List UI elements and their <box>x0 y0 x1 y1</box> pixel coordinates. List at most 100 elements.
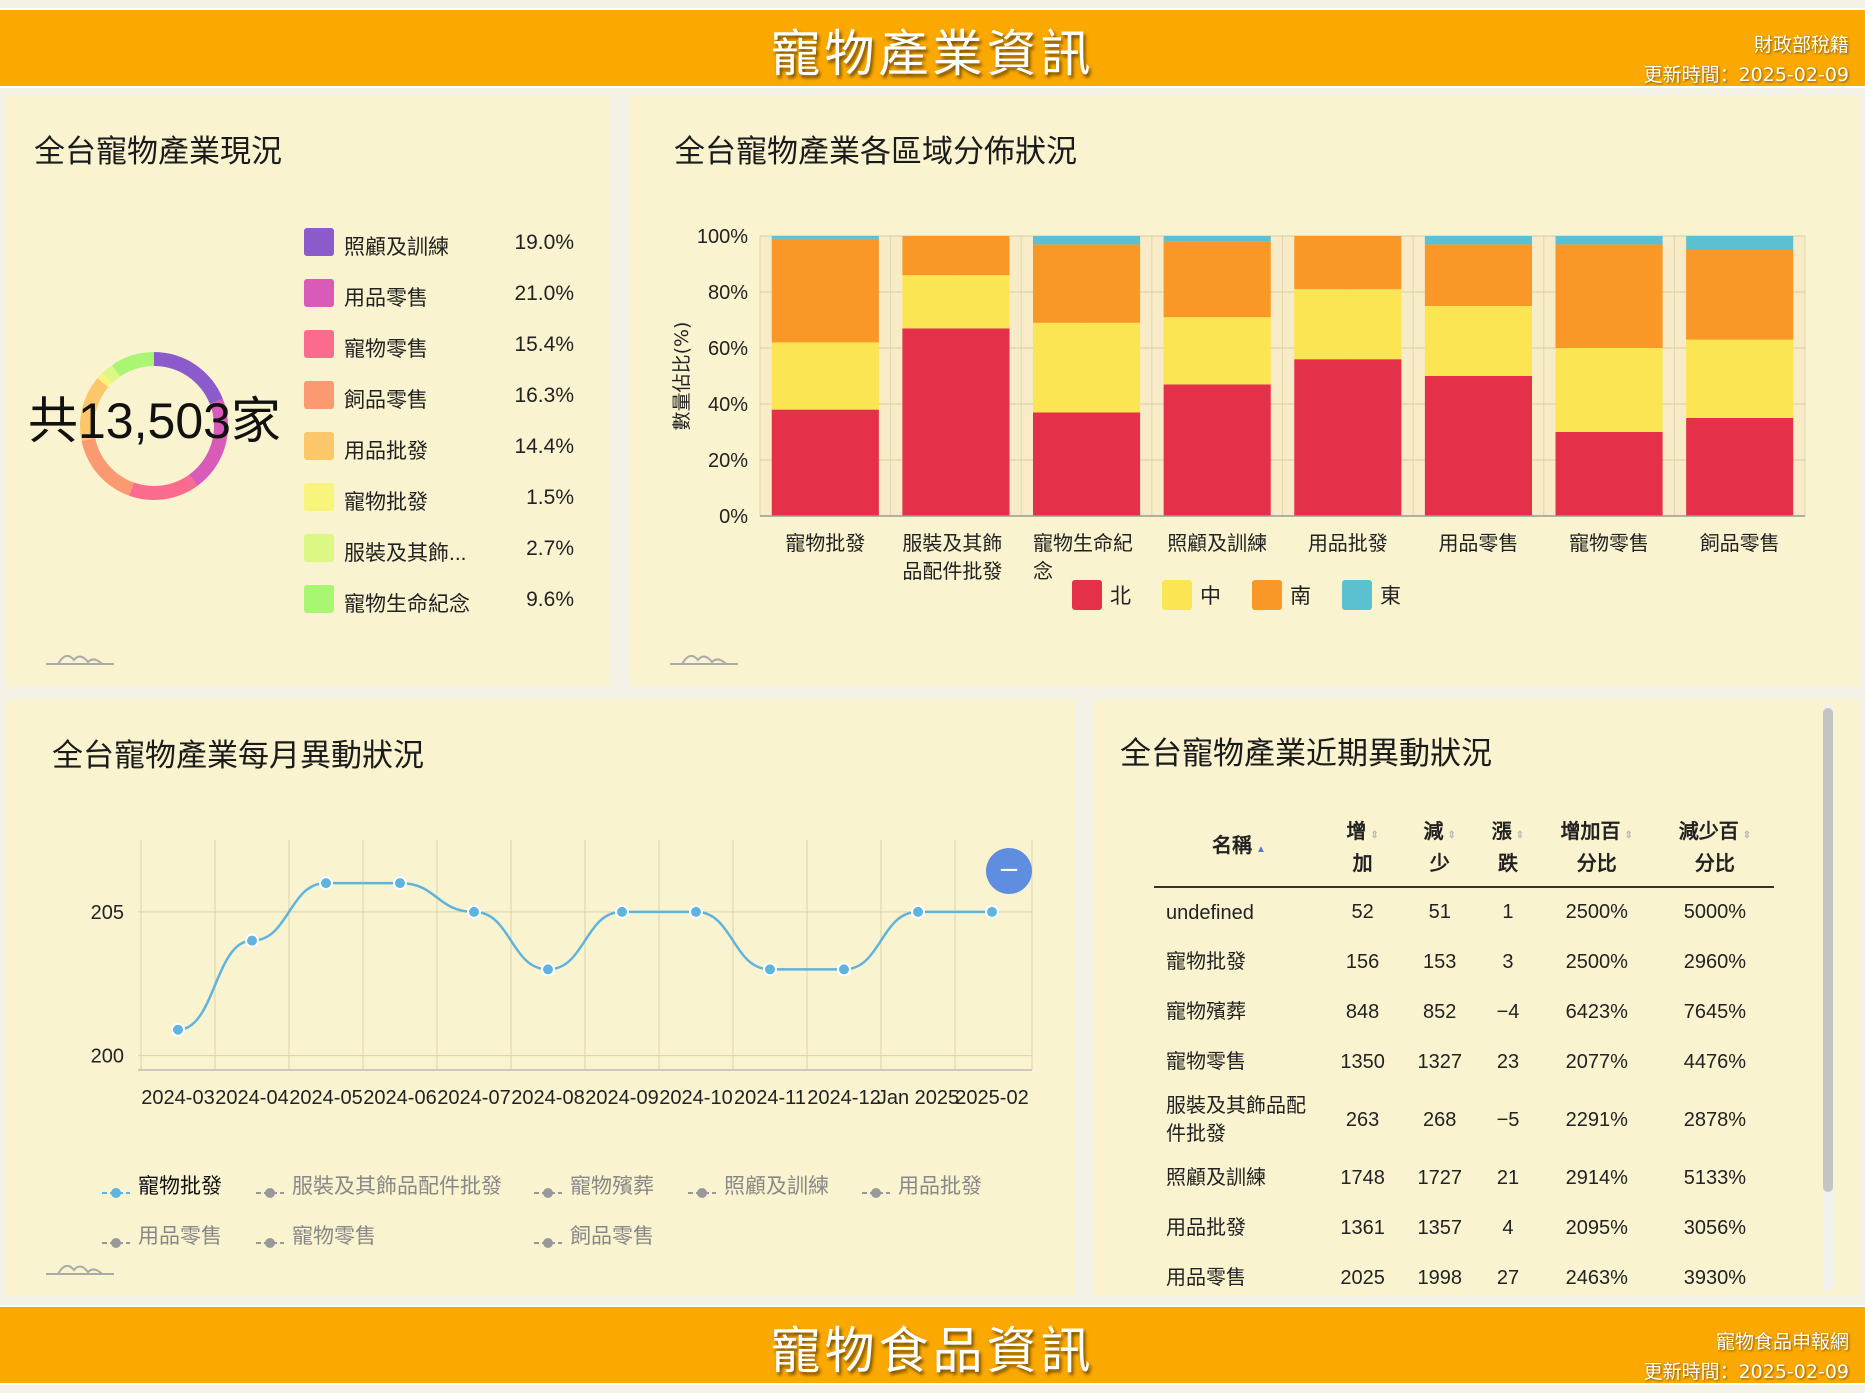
data-point[interactable] <box>837 962 851 977</box>
bar-segment[interactable] <box>902 275 1010 329</box>
y-tick-label: 60% <box>708 338 748 360</box>
bar-segment[interactable] <box>1686 250 1794 340</box>
bar-segment[interactable] <box>1555 244 1663 348</box>
data-point[interactable] <box>911 904 925 919</box>
bar-segment[interactable] <box>1033 412 1141 516</box>
bar-segment[interactable] <box>1555 432 1663 516</box>
data-point[interactable] <box>615 904 629 919</box>
legend-value: 2.7% <box>526 537 574 560</box>
sort-icon: ⇕ <box>1370 830 1379 841</box>
bar-segment[interactable] <box>1555 236 1663 245</box>
bar-segment[interactable] <box>1686 236 1794 250</box>
bar-segment[interactable] <box>771 236 879 239</box>
legend-swatch[interactable] <box>1252 580 1282 610</box>
column-header-increase-pct[interactable]: 增加百 ⇕ 分比 <box>1537 810 1656 888</box>
bar-segment[interactable] <box>1163 384 1271 516</box>
bar-segment[interactable] <box>1033 236 1141 245</box>
donut-slice[interactable] <box>129 474 198 501</box>
legend-swatch <box>304 534 334 562</box>
legend-label: 飼品零售 <box>570 1225 654 1248</box>
donut-slice[interactable] <box>81 438 134 496</box>
donut-slice[interactable] <box>111 352 154 377</box>
bar-segment[interactable] <box>1163 236 1271 242</box>
legend-swatch[interactable] <box>1342 580 1372 610</box>
bar-segment[interactable] <box>1686 339 1794 418</box>
data-point[interactable] <box>319 876 333 891</box>
column-header-name[interactable]: 名稱 ▲ <box>1154 810 1324 888</box>
legend-value: 9.6% <box>526 588 574 611</box>
bar-segment[interactable] <box>771 342 879 410</box>
column-header-increase[interactable]: 增 ⇕ 加 <box>1324 810 1402 888</box>
legend-item[interactable]: 寵物批發 <box>102 1170 222 1200</box>
legend-item[interactable]: 服裝及其飾品配件批發 <box>256 1170 502 1200</box>
panel-title: 全台寵物產業現況 <box>34 134 282 169</box>
legend-item[interactable]: 用品批發 <box>862 1170 982 1200</box>
bar-segment[interactable] <box>1294 359 1402 516</box>
legend-value: 16.3% <box>514 384 574 407</box>
legend-item[interactable]: 飼品零售 <box>534 1220 654 1250</box>
column-header-change[interactable]: 漲 ⇕ 跌 <box>1478 810 1538 888</box>
bar-segment[interactable] <box>902 236 1010 276</box>
legend-label[interactable]: 中 <box>1200 584 1221 608</box>
bar-segment[interactable] <box>1424 306 1532 376</box>
bar-segment[interactable] <box>1294 236 1402 290</box>
panel-title: 全台寵物產業近期異動狀況 <box>1120 736 1492 771</box>
legend-item[interactable]: 用品零售 21.0% <box>304 279 574 310</box>
zoom-out-button[interactable]: − <box>986 848 1032 894</box>
donut-slice[interactable] <box>97 373 113 388</box>
column-header-decrease[interactable]: 減 ⇕ 少 <box>1401 810 1479 888</box>
scrollbar-thumb[interactable] <box>1823 708 1833 1192</box>
bar-segment[interactable] <box>1163 317 1271 385</box>
legend-item[interactable]: 用品批發 14.4% <box>304 432 574 463</box>
top-banner: 寵物產業資訊 財政部稅籍 更新時間：2025-02-09 <box>0 8 1865 88</box>
stacked-bar-chart: 0% 20% 40% 60% 80% 100% 數量佔比(%) 寵物批發 服裝及其飾品配件批發 寵… <box>671 226 1806 610</box>
legend-item[interactable]: 寵物零售 15.4% <box>304 330 574 361</box>
bar-segment[interactable] <box>1686 418 1794 516</box>
bar-segment[interactable] <box>771 409 879 516</box>
bar-segment[interactable] <box>1163 241 1271 318</box>
bar-segment[interactable] <box>1555 348 1663 432</box>
data-point[interactable] <box>689 904 703 919</box>
donut-slice[interactable] <box>102 365 120 384</box>
legend-item[interactable]: 照顧及訓練 <box>688 1170 829 1200</box>
y-tick-label: 80% <box>708 282 748 304</box>
bar-segment[interactable] <box>771 238 879 343</box>
legend-label[interactable]: 南 <box>1290 584 1311 608</box>
legend-label: 用品批發 <box>898 1175 982 1198</box>
legend-item[interactable]: 用品零售 <box>102 1220 222 1250</box>
legend-swatch[interactable] <box>1072 580 1102 610</box>
legend-item[interactable]: 照顧及訓練 19.0% <box>304 228 574 259</box>
data-point[interactable] <box>171 1022 185 1037</box>
column-header-decrease-pct[interactable]: 減少百 ⇕ 分比 <box>1655 810 1774 888</box>
legend-item[interactable]: 服裝及其飾... 2.7% <box>304 534 574 565</box>
legend-label[interactable]: 北 <box>1110 584 1131 608</box>
legend-item[interactable]: 寵物批發 1.5% <box>304 483 574 514</box>
legend-item[interactable]: 寵物零售 <box>256 1220 376 1250</box>
bar-segment[interactable] <box>1424 236 1532 245</box>
x-tick-label: 2024-04 <box>215 1087 288 1109</box>
data-point[interactable] <box>541 962 555 977</box>
bar-segment[interactable] <box>902 328 1010 516</box>
legend-swatch[interactable] <box>1162 580 1192 610</box>
data-point[interactable] <box>763 962 777 977</box>
legend-item[interactable]: 寵物殯葬 <box>534 1170 654 1200</box>
data-point[interactable] <box>245 933 259 948</box>
donut-slice[interactable] <box>189 398 228 486</box>
data-point[interactable] <box>393 876 407 891</box>
bar-segment[interactable] <box>1033 244 1141 323</box>
donut-slice[interactable] <box>154 352 223 404</box>
legend-label[interactable]: 東 <box>1380 584 1401 608</box>
bar-segment[interactable] <box>1033 322 1141 413</box>
donut-slice[interactable] <box>79 378 109 441</box>
bar-segment[interactable] <box>1424 376 1532 516</box>
bar-segment[interactable] <box>1424 244 1532 306</box>
y-tick-label: 40% <box>708 394 748 416</box>
bar-segment[interactable] <box>1294 289 1402 360</box>
legend-item[interactable]: 寵物生命紀念 9.6% <box>304 585 574 616</box>
y-tick-label: 0% <box>719 506 748 528</box>
data-point[interactable] <box>985 904 999 919</box>
legend-item[interactable]: 飼品零售 16.3% <box>304 381 574 412</box>
x-tick-label: 2024-06 <box>363 1087 436 1109</box>
data-point[interactable] <box>467 904 481 919</box>
